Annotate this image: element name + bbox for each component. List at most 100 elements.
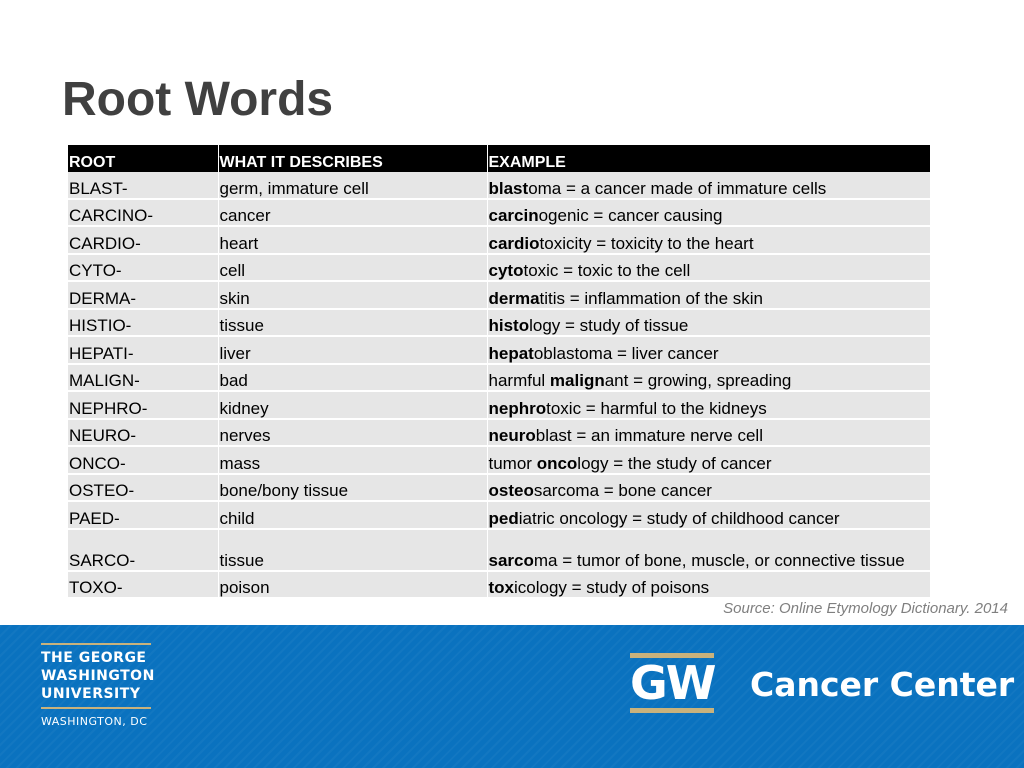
example-cell: hepatoblastoma = liver cancer [487, 336, 931, 365]
example-root-highlight: onco [536, 453, 578, 473]
describes-cell: heart [218, 226, 488, 255]
example-prefix: tumor [488, 453, 537, 473]
describes-cell: cell [218, 253, 488, 282]
root-cell: BLAST- [68, 172, 219, 200]
footer-banner: THE GEORGE WASHINGTON UNIVERSITY WASHING… [0, 625, 1024, 768]
root-cell: ONCO- [68, 446, 219, 475]
example-cell: cardiotoxicity = toxicity to the heart [487, 226, 931, 255]
example-cell: pediatric oncology = study of childhood … [487, 501, 931, 530]
example-suffix: toxic = toxic to the cell [523, 261, 691, 280]
root-cell: PAED- [68, 501, 219, 530]
table-row: TOXO-poison toxicology = study of poisons [68, 570, 931, 599]
describes-cell: mass [218, 446, 488, 475]
example-root-highlight: carcin [488, 206, 539, 225]
root-cell: NEPHRO- [68, 391, 219, 420]
root-words-table: ROOT WHAT IT DESCRIBES EXAMPLE BLAST-ger… [68, 145, 931, 599]
example-root-highlight: ped [488, 508, 519, 528]
example-suffix: toxic = harmful to the kidneys [546, 398, 767, 418]
example-cell: osteosarcoma = bone cancer [487, 473, 931, 502]
example-cell: carcinogenic = cancer causing [487, 198, 931, 227]
example-suffix: ogenic = cancer causing [538, 206, 723, 225]
example-cell: histology = study of tissue [487, 308, 931, 337]
example-root-highlight: osteo [488, 481, 534, 500]
gw-logo-bar-bottom [630, 708, 714, 713]
example-root-highlight: nephro [488, 398, 547, 418]
example-cell: dermatitis = inflammation of the skin [487, 281, 931, 310]
example-root-highlight: tox [488, 578, 515, 597]
table-row: HEPATI-liver hepatoblastoma = liver cance… [68, 336, 931, 365]
gw-logo-bar-top [630, 653, 714, 658]
example-cell: neuroblast = an immature nerve cell [487, 418, 931, 447]
slide-title: Root Words [62, 73, 334, 126]
example-cell: harmful malignant = growing, spreading [487, 363, 931, 392]
describes-cell: child [218, 501, 488, 530]
example-suffix: toxicity = toxicity to the heart [539, 233, 754, 253]
example-cell: sarcoma = tumor of bone, muscle, or conn… [487, 528, 931, 572]
table-row: CARDIO-heart cardiotoxicity = toxicity to… [68, 226, 931, 255]
university-name-line: WASHINGTON [41, 668, 155, 684]
root-cell: HISTIO- [68, 308, 219, 337]
example-cell: cytotoxic = toxic to the cell [487, 253, 931, 282]
example-suffix: titis = inflammation of the skin [539, 288, 763, 308]
describes-cell: bone/bony tissue [218, 473, 488, 502]
header-example: EXAMPLE [487, 145, 931, 172]
header-root: ROOT [68, 145, 219, 172]
root-cell: CARDIO- [68, 226, 219, 255]
example-root-highlight: histo [488, 316, 530, 335]
example-suffix: logy = the study of cancer [577, 453, 772, 473]
gw-logo: GW [630, 653, 717, 715]
example-root-highlight: derma [488, 288, 540, 308]
root-cell: CARCINO- [68, 198, 219, 227]
university-city: WASHINGTON, DC [41, 715, 148, 728]
root-cell: NEURO- [68, 418, 219, 447]
table-row: NEPHRO-kidney nephrotoxic = harmful to th… [68, 391, 931, 420]
example-root-highlight: malign [549, 371, 605, 390]
table-row: BLAST-germ, immature cell blastoma = a ca… [68, 172, 931, 200]
gold-rule-top [41, 643, 151, 645]
root-cell: MALIGN- [68, 363, 219, 392]
table-row: NEURO-nerves neuroblast = an immature ner… [68, 418, 931, 447]
describes-cell: skin [218, 281, 488, 310]
example-root-highlight: hepat [488, 343, 534, 363]
table-row: OSTEO-bone/bony tissue osteosarcoma = bon… [68, 473, 931, 502]
example-root-highlight: cyto [488, 261, 524, 280]
table-row: CARCINO-cancer carcinogenic = cancer caus… [68, 198, 931, 227]
describes-cell: cancer [218, 198, 488, 227]
table-row: CYTO-cell cytotoxic = toxic to the cell [68, 253, 931, 282]
example-cell: nephrotoxic = harmful to the kidneys [487, 391, 931, 420]
example-root-highlight: cardio [488, 233, 540, 253]
example-cell: toxicology = study of poisons [487, 570, 931, 599]
table-row: PAED-child pediatric oncology = study of … [68, 501, 931, 530]
university-logo: THE GEORGE WASHINGTON UNIVERSITY WASHING… [41, 643, 155, 728]
university-name-line: THE GEORGE [41, 650, 147, 666]
example-suffix: blast = an immature nerve cell [535, 426, 763, 445]
gw-logo-letters: GW [630, 656, 717, 710]
root-cell: DERMA- [68, 281, 219, 310]
describes-cell: poison [218, 570, 488, 599]
example-cell: blastoma = a cancer made of immature cel… [487, 172, 931, 200]
table-row: SARCO-tissue sarcoma = tumor of bone, mus… [68, 528, 931, 572]
example-suffix: oblastoma = liver cancer [533, 343, 719, 363]
example-suffix: iatric oncology = study of childhood can… [518, 508, 840, 528]
example-suffix: ma = tumor of bone, muscle, or connectiv… [533, 550, 905, 570]
table-header-row: ROOT WHAT IT DESCRIBES EXAMPLE [68, 145, 931, 172]
example-suffix: sarcoma = bone cancer [533, 481, 712, 500]
example-cell: tumor oncology = the study of cancer [487, 446, 931, 475]
source-citation: Source: Online Etymology Dictionary. 201… [723, 600, 1008, 617]
describes-cell: bad [218, 363, 488, 392]
describes-cell: nerves [218, 418, 488, 447]
example-root-highlight: sarco [488, 550, 534, 570]
describes-cell: kidney [218, 391, 488, 420]
cancer-center-label: Cancer Center [750, 665, 1015, 704]
describes-cell: liver [218, 336, 488, 365]
root-cell: CYTO- [68, 253, 219, 282]
describes-cell: germ, immature cell [218, 172, 488, 200]
table-row: ONCO-mass tumor oncology = the study of c… [68, 446, 931, 475]
university-name-line: UNIVERSITY [41, 686, 141, 702]
describes-cell: tissue [218, 308, 488, 337]
table-row: HISTIO-tissue histology = study of tissue [68, 308, 931, 337]
describes-cell: tissue [218, 528, 488, 572]
example-suffix: oma = a cancer made of immature cells [528, 178, 827, 198]
example-suffix: ant = growing, spreading [604, 371, 792, 390]
example-root-highlight: neuro [488, 426, 536, 445]
